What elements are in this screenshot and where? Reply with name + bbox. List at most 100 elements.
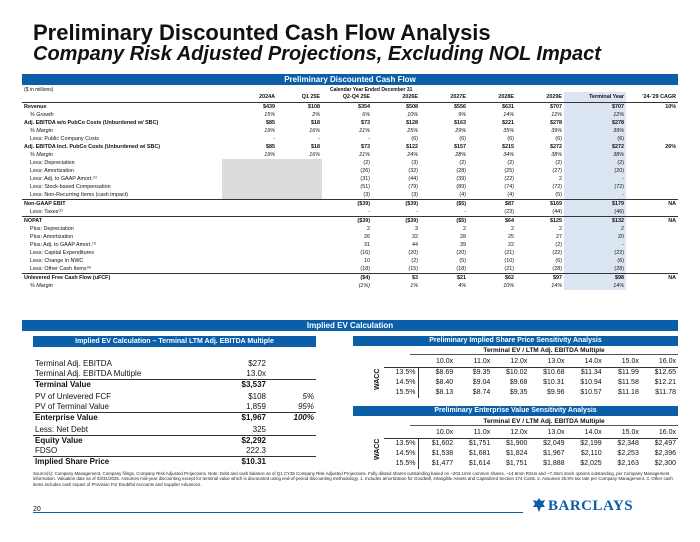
share-price-sens-row: 15.5% $8.13 $8.74 $9.35 $9.96 $10.57 $11.18 $11…	[384, 388, 678, 398]
dcf-cell: $62	[468, 273, 516, 282]
dcf-cell: (6)	[564, 257, 626, 265]
ev-sens-table: 10.0x 11.0x 12.0x 13.0x 14.0x 15.0x 16.0x 13.5%…	[384, 428, 678, 469]
ev-calc-value: $272	[248, 359, 266, 368]
dcf-cell: $707	[550, 104, 562, 110]
dcf-cell	[277, 273, 322, 282]
dcf-cell: (44)	[552, 209, 562, 215]
dcf-cell	[626, 225, 678, 233]
share-price-sens-cell: $11.34	[580, 369, 602, 376]
ev-calc-label: Implied Share Price	[33, 456, 183, 467]
dcf-cell	[626, 265, 678, 274]
dcf-column-header: 2024A	[222, 92, 277, 103]
dcf-cell: 28	[460, 234, 466, 240]
share-price-sens-cell: $8.40	[435, 379, 454, 386]
footer-rule	[33, 512, 523, 513]
dcf-row-label: Plus: Depreciation	[30, 226, 74, 232]
share-price-sens-cell: $10.31	[543, 379, 565, 386]
dcf-cell: 14%	[564, 282, 626, 290]
dcf-cell: $169	[516, 199, 564, 208]
dcf-cell: (72)	[552, 184, 562, 190]
dcf-cell	[277, 175, 322, 183]
ev-calc-label: Less: Net Debt	[35, 425, 88, 434]
ev-calc-label: Terminal Adj. EBITDA	[35, 359, 112, 368]
ev-sens-cell: $2,253	[617, 450, 639, 457]
dcf-row: Less: Adj. to GAAP Amort.⁽¹⁾ (31) (44) (39)…	[22, 175, 678, 183]
ev-sens-corner	[384, 428, 418, 439]
dcf-cell: (20)	[456, 250, 466, 256]
ev-calc-pct	[268, 456, 316, 467]
dcf-cell	[222, 282, 277, 290]
ev-calc-pct	[268, 423, 316, 436]
dcf-cell	[222, 257, 277, 265]
dcf-row-label: Non-GAAP EBIT	[22, 199, 222, 208]
ev-calc-value: $1,967	[183, 412, 268, 423]
ev-calc-pct: 100%	[268, 412, 316, 423]
dcf-cell: $73	[361, 144, 370, 150]
dcf-cell	[277, 183, 322, 191]
ev-calc-label: Enterprise Value	[33, 412, 183, 423]
dcf-cell: ($39)	[322, 216, 372, 225]
dcf-cell: 10%	[665, 104, 676, 110]
dcf-cell: (89)	[456, 184, 466, 190]
ev-calc-pct	[268, 435, 316, 446]
dcf-cell: (4)	[507, 192, 514, 198]
dcf-cell: ($39)	[322, 199, 372, 208]
dcf-row-label: Plus: Adj. to GAAP Amort.⁽¹⁾	[30, 242, 97, 248]
ev-calc-value: $108	[248, 392, 266, 401]
dcf-cell: $163	[454, 120, 466, 126]
dcf-cell	[222, 183, 277, 191]
share-price-sens-cell: $11.18	[617, 389, 639, 396]
ev-sens-wacc: 14.5%	[384, 449, 419, 459]
share-price-sens-table: 10.0x 11.0x 12.0x 13.0x 14.0x 15.0x 16.0x 13.5%…	[384, 357, 678, 398]
dcf-table: 2024A Q1 25E Q2-Q4 25E 2026E 2027E 2028E 2029E…	[22, 92, 678, 290]
ev-sens-cell: $1,602	[431, 440, 454, 447]
dcf-cell	[277, 241, 322, 249]
share-price-sens-wacc: 14.5%	[384, 378, 419, 388]
dcf-cell: $128	[406, 120, 418, 126]
share-price-sens-wacc: 15.5%	[384, 388, 419, 398]
share-price-sens-row: 14.5% $8.40 $9.04 $9.68 $10.31 $10.94 $11.58 $1…	[384, 378, 678, 388]
dcf-column-header: 2026E	[372, 92, 420, 103]
dcf-column-header	[22, 92, 222, 103]
dcf-cell: 20	[564, 233, 626, 241]
ev-calc-pct	[268, 359, 316, 369]
ev-sens-multiple: 10.0x	[418, 428, 456, 439]
dcf-cell: (4)	[459, 192, 466, 198]
dcf-cell: $179	[564, 199, 626, 208]
dcf-row: Less: Public Company Costs - - - (6) (6) (6) (6…	[22, 135, 678, 143]
dcf-cell	[626, 127, 678, 135]
ev-calc-row: Equity Value $2,292	[33, 435, 316, 446]
dcf-cell: $221	[502, 120, 514, 126]
ev-sens-multiple: 12.0x	[492, 428, 530, 439]
dcf-row-label: % Growth	[30, 112, 54, 118]
dcf-row: Plus: Amortization 26 32 28 25 27 20	[22, 233, 678, 241]
dcf-cell	[626, 159, 678, 167]
dcf-cell: $122	[406, 144, 418, 150]
dcf-cell: 9%	[458, 112, 466, 118]
dcf-cell: ($39)	[372, 199, 420, 208]
dcf-cell: $354	[358, 104, 370, 110]
dcf-cell: $278	[564, 119, 626, 127]
ev-calc-row: Terminal Adj. EBITDA $272	[33, 359, 316, 369]
dcf-row: Plus: Adj. to GAAP Amort.⁽¹⁾ 31 44 39 22 (2) -	[22, 241, 678, 249]
dcf-cell: (6)	[555, 258, 562, 264]
dcf-row-label: % Margin	[30, 152, 53, 158]
dcf-header-row: 2024A Q1 25E Q2-Q4 25E 2026E 2027E 2028E 2029E…	[22, 92, 678, 103]
dcf-row-label: Less: Public Company Costs	[30, 136, 99, 142]
ev-sens-cell: $2,163	[617, 460, 639, 467]
dcf-cell: 10	[364, 258, 370, 264]
dcf-cell: 2	[367, 226, 370, 232]
dcf-row: Less: Taxes⁽²⁾ - - - (23) (44) (46)	[22, 208, 678, 217]
dcf-cell: (28)	[552, 266, 562, 272]
dcf-cell	[626, 257, 678, 265]
dcf-cell: $439	[263, 104, 275, 110]
dcf-cell: (21)	[504, 250, 514, 256]
share-price-sens-cell: $12.21	[654, 379, 676, 386]
share-price-sens-title: Preliminary Implied Share Price Sensitiv…	[353, 336, 678, 346]
share-price-sens-cell: $9.35	[509, 389, 528, 396]
dcf-cell: 27	[556, 234, 562, 240]
ev-sens-cell: $2,025	[580, 460, 602, 467]
share-price-wacc-label: WACC	[374, 368, 381, 390]
dcf-row: Plus: Depreciation 2 3 2 2 2 2	[22, 225, 678, 233]
dcf-cell	[626, 282, 678, 290]
